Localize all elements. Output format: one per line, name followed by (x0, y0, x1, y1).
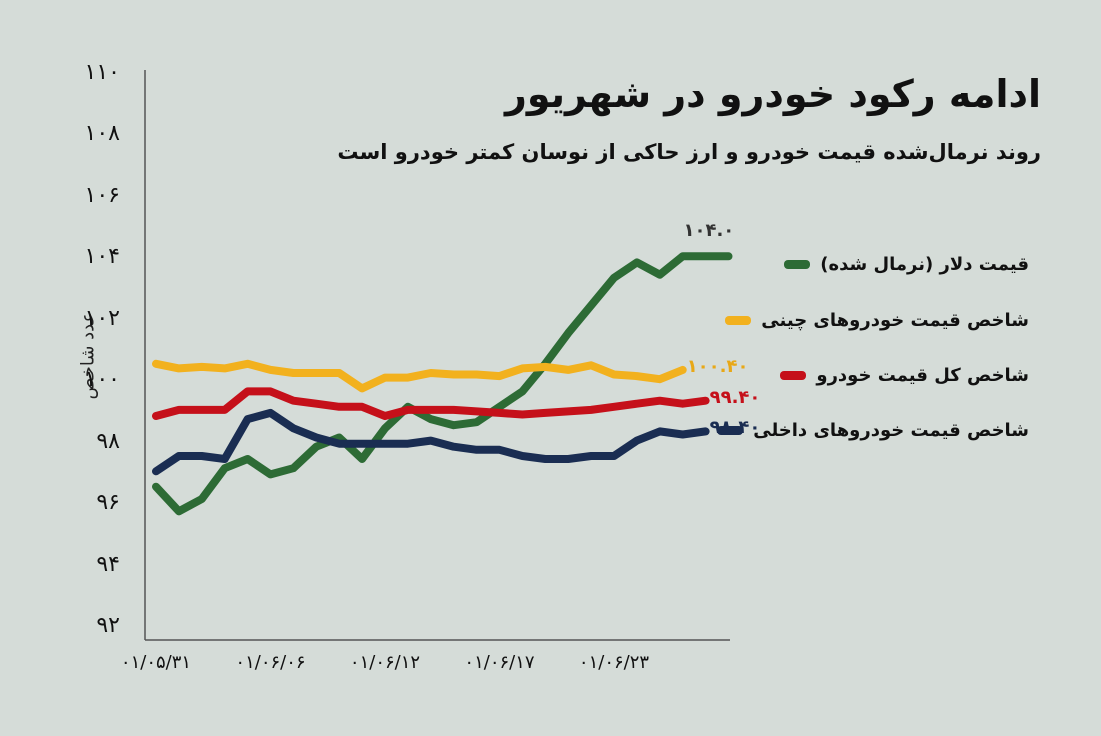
y-tick-label: ۱۱۰ (84, 60, 120, 85)
legend-swatch (780, 370, 807, 380)
y-tick-label: ۹۴ (96, 551, 120, 577)
legend-label: شاخص قیمت خودروهای داخلی (753, 419, 1029, 441)
y-tick-label: ۱۰۰ (84, 367, 120, 393)
y-tick-label: ۱۰۶ (84, 182, 120, 208)
series-end-label-1: ۱۰۰.۴۰ (686, 355, 749, 377)
y-tick-label: ۱۰۴ (84, 244, 120, 270)
legend-label: قیمت دلار (نرمال شده) (820, 253, 1029, 275)
y-tick-label: ۹۸ (96, 428, 120, 454)
legend-item-0: قیمت دلار (نرمال شده) (784, 249, 1029, 279)
x-tick-label: ۰۱/۰۶/۱۲ (349, 652, 421, 673)
legend-swatch (784, 259, 811, 269)
series-end-label-0: ۱۰۴.۰ (683, 220, 735, 242)
series-line-3 (152, 408, 710, 476)
series-line-1 (152, 359, 687, 393)
chart-subtitle: روند نرمال‌شده قیمت خودرو و ارز حاکی از … (337, 140, 1041, 164)
legend-swatch (725, 315, 752, 325)
x-tick-label: ۰۱/۰۶/۰۶ (235, 652, 306, 673)
y-tick-label: ۱۰۸ (84, 121, 120, 147)
legend-item-1: شاخص قیمت خودروهای چینی (725, 305, 1029, 335)
x-tick-label: ۰۱/۰۵/۳۱ (120, 652, 192, 673)
legend-label: شاخص قیمت خودروهای چینی (761, 309, 1029, 331)
series-line-0 (152, 252, 733, 516)
legend-label: شاخص کل قیمت خودرو (816, 364, 1029, 386)
y-tick-label: ۹۶ (96, 490, 120, 516)
legend-swatch (717, 425, 744, 435)
x-tick-label: ۰۱/۰۶/۱۷ (464, 652, 535, 673)
y-tick-label: ۹۲ (96, 613, 120, 638)
y-tick-label: ۱۰۲ (84, 305, 120, 331)
series-line-2 (152, 387, 710, 420)
chart-title: ادامه رکود خودرو در شهریور (505, 72, 1041, 116)
legend-item-2: شاخص کل قیمت خودرو (780, 360, 1029, 390)
legend-item-3: شاخص قیمت خودروهای داخلی (717, 415, 1029, 445)
series-end-label-2: ۹۹.۴۰ (709, 386, 761, 408)
x-tick-label: ۰۱/۰۶/۲۳ (578, 652, 650, 673)
